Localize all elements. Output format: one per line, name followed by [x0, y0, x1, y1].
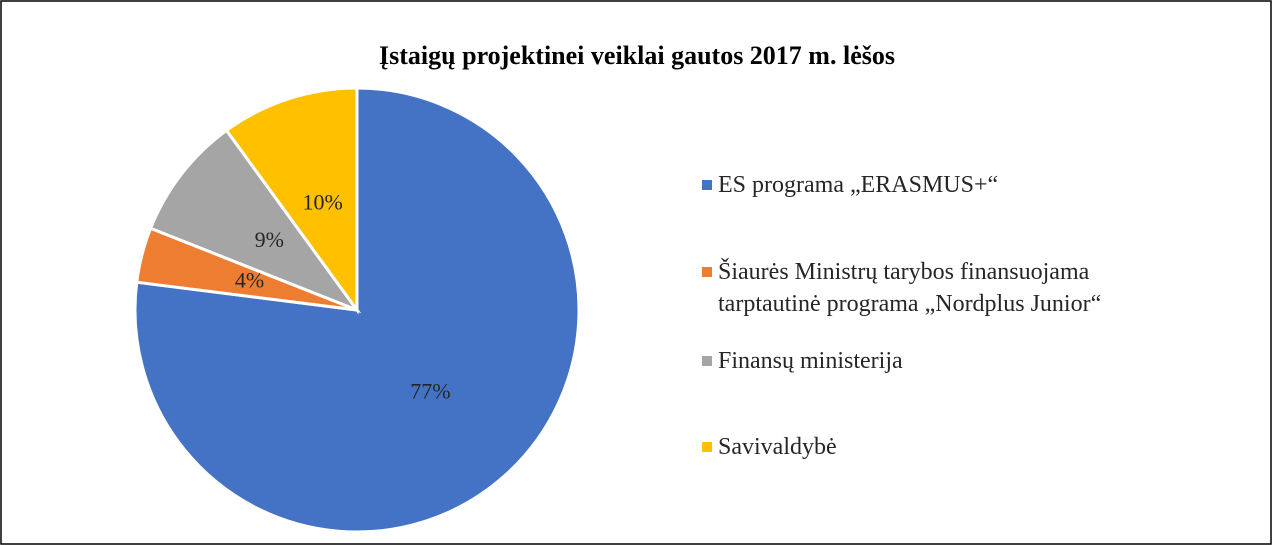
- chart-title: Įstaigų projektinei veiklai gautos 2017 …: [379, 41, 895, 70]
- legend-label: Finansų ministerija: [718, 348, 903, 374]
- pie-slice: [224, 86, 359, 315]
- legend-swatch: [702, 267, 712, 277]
- legend-entry: Finansų ministerija: [702, 345, 1162, 377]
- legend-entry: ES programa „ERASMUS+“: [702, 169, 1162, 201]
- legend-entry: Savivaldybė: [702, 431, 1162, 463]
- legend-swatch: [702, 180, 712, 190]
- data-label: 10%: [303, 189, 343, 214]
- pie-slice: [148, 128, 362, 314]
- data-label: 9%: [255, 227, 284, 252]
- legend-label: Savivaldybė: [718, 434, 837, 460]
- legend-label: Šiaurės Ministrų tarybos finansuojama ta…: [718, 259, 1102, 317]
- data-label: 77%: [410, 378, 450, 403]
- legend-label: ES programa „ERASMUS+“: [718, 172, 999, 198]
- legend-swatch: [702, 442, 712, 452]
- legend-entry: Šiaurės Ministrų tarybos finansuojama ta…: [702, 256, 1162, 320]
- legend-swatch: [702, 356, 712, 366]
